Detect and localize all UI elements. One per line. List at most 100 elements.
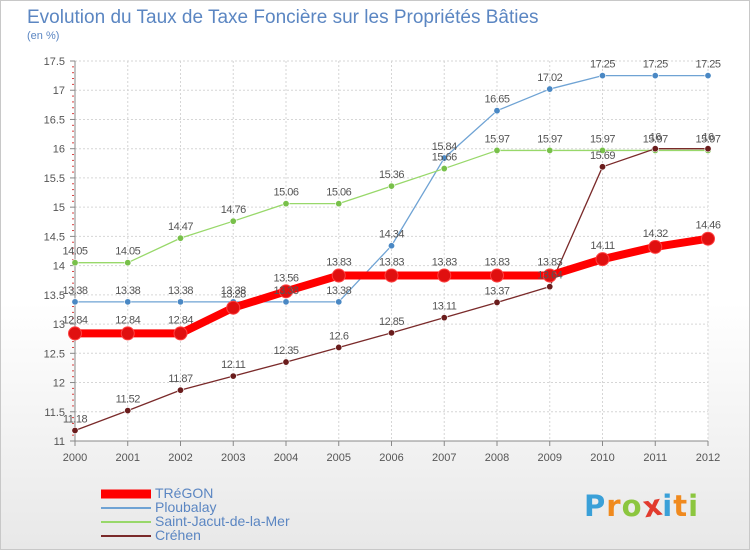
data-label-ploubalay: 13.38 — [326, 285, 351, 297]
data-label-crehen: 13.64 — [537, 270, 562, 282]
data-label-crehen: 12.11 — [221, 359, 246, 371]
data-point-ploubalay — [282, 298, 290, 306]
data-point-crehen — [124, 407, 132, 415]
logo-letter: r — [606, 489, 622, 523]
legend-line — [101, 535, 151, 537]
y-tick-label: 11 — [54, 436, 65, 448]
data-point-ploubalay — [71, 298, 79, 306]
data-label-ploubalay: 13.38 — [62, 285, 87, 297]
data-point-ploubalay — [598, 72, 606, 80]
legend-line — [101, 507, 151, 509]
y-tick-label: 15 — [53, 202, 65, 214]
y-tick-label: 17.5 — [44, 56, 65, 68]
x-tick-label: 2012 — [696, 452, 720, 464]
data-label-saint-jacut-de-la-mer: 14.05 — [115, 246, 140, 258]
data-point-crehen — [387, 329, 395, 337]
y-tick-label: 16.5 — [44, 114, 65, 126]
data-label-crehen: 12.85 — [379, 316, 404, 328]
data-label-ploubalay: 13.38 — [115, 285, 140, 297]
y-tick-label: 17 — [53, 85, 65, 97]
data-label-ploubalay: 16.65 — [484, 94, 509, 106]
data-point-ploubalay — [177, 298, 185, 306]
legend-label: Saint-Jacut-de-la-Mer — [155, 513, 290, 529]
logo-letter: i — [662, 489, 674, 523]
data-label-crehen: 16 — [650, 132, 662, 144]
x-tick-label: 2006 — [379, 452, 403, 464]
data-point-saint-jacut-de-la-mer — [387, 182, 395, 190]
y-tick-label: 11.5 — [44, 407, 65, 419]
data-label-crehen: 11.52 — [116, 394, 141, 406]
data-point-tregon — [384, 268, 399, 283]
data-label-tregon: 14.32 — [643, 228, 668, 240]
logo-letter: i — [688, 489, 700, 523]
legend-label: TRéGON — [155, 485, 214, 501]
data-point-ploubalay — [387, 242, 395, 250]
y-tick-label: 14.5 — [44, 231, 65, 243]
data-point-crehen — [282, 358, 290, 366]
data-point-crehen — [651, 145, 659, 153]
data-point-tregon — [595, 252, 610, 267]
data-label-saint-jacut-de-la-mer: 14.47 — [168, 221, 193, 233]
data-label-tregon: 13.28 — [221, 289, 246, 301]
data-label-tregon: 14.46 — [695, 220, 720, 232]
data-point-saint-jacut-de-la-mer — [335, 200, 343, 208]
data-label-ploubalay: 13.38 — [221, 285, 246, 297]
data-point-ploubalay — [651, 72, 659, 80]
data-point-ploubalay — [124, 298, 132, 306]
data-point-crehen — [440, 314, 448, 322]
x-tick-label: 2003 — [221, 452, 245, 464]
data-point-crehen — [177, 386, 185, 394]
logo-letter: t — [673, 489, 689, 523]
data-point-tregon — [120, 326, 135, 341]
data-label-crehen: 11.87 — [168, 373, 193, 385]
data-point-ploubalay — [440, 154, 448, 162]
data-point-tregon — [542, 268, 557, 283]
data-label-tregon: 13.83 — [537, 257, 562, 269]
data-label-ploubalay: 13.38 — [168, 285, 193, 297]
data-label-crehen: 13.37 — [484, 285, 509, 297]
data-label-crehen: 12.6 — [329, 330, 349, 342]
x-tick-label: 2009 — [538, 452, 562, 464]
x-tick-label: 2002 — [168, 452, 192, 464]
data-label-saint-jacut-de-la-mer: 14.76 — [221, 204, 246, 216]
x-tick-label: 2004 — [274, 452, 298, 464]
data-label-tregon: 12.84 — [168, 314, 193, 326]
legend-swatch — [101, 487, 151, 501]
data-label-saint-jacut-de-la-mer: 15.97 — [484, 133, 509, 145]
logo-letter: o — [621, 489, 643, 523]
data-label-saint-jacut-de-la-mer: 14.05 — [62, 246, 87, 258]
logo-letter: P — [584, 489, 607, 523]
data-label-tregon: 13.83 — [326, 257, 351, 269]
data-point-saint-jacut-de-la-mer — [177, 234, 185, 242]
data-point-tregon — [331, 268, 346, 283]
data-point-ploubalay — [704, 72, 712, 80]
data-point-tregon — [68, 326, 82, 341]
data-point-crehen — [598, 163, 606, 171]
data-label-tregon: 13.83 — [432, 257, 457, 269]
legend-line — [101, 521, 151, 523]
data-point-ploubalay — [493, 107, 501, 115]
data-point-saint-jacut-de-la-mer — [598, 146, 606, 154]
data-label-tregon: 13.83 — [379, 257, 404, 269]
data-point-tregon — [173, 326, 188, 341]
data-point-saint-jacut-de-la-mer — [546, 146, 554, 154]
data-label-ploubalay: 17.25 — [590, 59, 615, 71]
x-tick-label: 2007 — [432, 452, 456, 464]
chart-unit: (en %) — [27, 30, 60, 42]
data-point-saint-jacut-de-la-mer — [71, 259, 79, 267]
data-label-saint-jacut-de-la-mer: 15.06 — [326, 187, 351, 199]
y-tick-label: 13.5 — [44, 290, 65, 302]
legend-label: Ploubalay — [155, 499, 217, 515]
data-point-saint-jacut-de-la-mer — [440, 165, 448, 173]
data-point-crehen — [229, 372, 237, 380]
y-tick-label: 16 — [53, 144, 65, 156]
logo-letter: x — [639, 487, 666, 525]
data-point-crehen — [71, 426, 79, 434]
x-tick-label: 2001 — [116, 452, 140, 464]
data-label-tregon: 14.11 — [590, 240, 615, 252]
data-point-tregon — [701, 231, 715, 246]
data-label-crehen: 12.35 — [273, 345, 298, 357]
data-label-ploubalay: 17.02 — [537, 72, 562, 84]
data-label-saint-jacut-de-la-mer: 15.97 — [537, 133, 562, 145]
